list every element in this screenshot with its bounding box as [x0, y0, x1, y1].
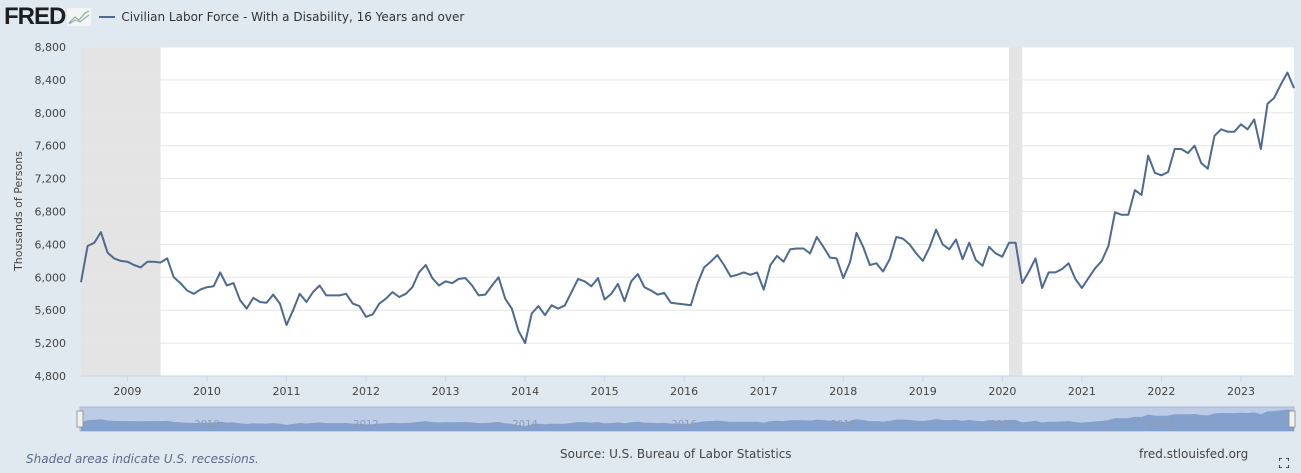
x-tick-label: 2019: [909, 385, 937, 398]
navigator-tick-label: 2020: [990, 419, 1015, 430]
site-link[interactable]: fred.stlouisfed.org: [1139, 447, 1249, 461]
navigator-tick-label: 2022: [1149, 419, 1174, 430]
y-tick-label: 5,200: [35, 337, 67, 350]
x-tick-label: 2013: [432, 385, 460, 398]
x-tick-label: 2009: [113, 385, 141, 398]
navigator-tick-label: 2016: [671, 419, 696, 430]
navigator-tick-label: 2014: [512, 419, 537, 430]
x-tick-label: 2023: [1227, 385, 1255, 398]
navigator-tick-label: 2012: [353, 419, 378, 430]
series-line: [80, 71, 1295, 345]
recession-note: Shaded areas indicate U.S. recessions.: [26, 452, 259, 466]
y-tick-label: 7,600: [35, 140, 67, 153]
legend-swatch: [99, 16, 116, 18]
y-tick-label: 5,600: [35, 304, 67, 317]
navigator-handle-left[interactable]: [76, 410, 84, 428]
y-tick-label: 6,400: [35, 238, 67, 251]
fred-logo[interactable]: FRED: [4, 3, 66, 30]
chart-header: FRED Civilian Labor Force - With a Disab…: [0, 0, 464, 34]
y-tick-label: 8,000: [35, 107, 67, 120]
navigator-tick-label: 2018: [831, 419, 856, 430]
range-navigator[interactable]: 2010 2012 2014 2016 2018 2020 2022: [76, 406, 1296, 432]
navigator-area: [81, 409, 1294, 431]
x-tick-label: 2020: [988, 385, 1016, 398]
source-label: Source: U.S. Bureau of Labor Statistics: [560, 447, 792, 461]
navigator-handle-right[interactable]: [1288, 410, 1296, 428]
y-tick-label: 6,800: [35, 206, 67, 219]
y-tick-label: 8,800: [35, 41, 67, 54]
x-tick-label: 2010: [193, 385, 221, 398]
chart-icon: [67, 8, 92, 26]
x-tick-label: 2016: [670, 385, 698, 398]
x-tick-label: 2018: [829, 385, 857, 398]
x-tick-label: 2022: [1147, 385, 1175, 398]
legend-series-title: Civilian Labor Force - With a Disability…: [121, 10, 465, 24]
x-tick-label: 2017: [750, 385, 778, 398]
y-tick-label: 6,000: [35, 271, 67, 284]
x-tick-label: 2011: [272, 385, 300, 398]
line-chart: 4,800 5,200 5,600 6,000 6,400 6,800 7,200 7,600…: [12, 41, 1296, 432]
y-tick-label: 8,400: [35, 74, 67, 87]
x-tick-label: 2021: [1068, 385, 1096, 398]
y-axis-label: Thousands of Persons: [12, 151, 25, 272]
fullscreen-icon[interactable]: [1278, 453, 1290, 469]
y-tick-label: 4,800: [35, 370, 67, 383]
x-tick-label: 2014: [511, 385, 539, 398]
x-tick-label: 2012: [352, 385, 380, 398]
y-tick-label: 7,200: [35, 173, 67, 186]
navigator-tick-label: 2010: [194, 419, 219, 430]
x-tick-label: 2015: [591, 385, 619, 398]
